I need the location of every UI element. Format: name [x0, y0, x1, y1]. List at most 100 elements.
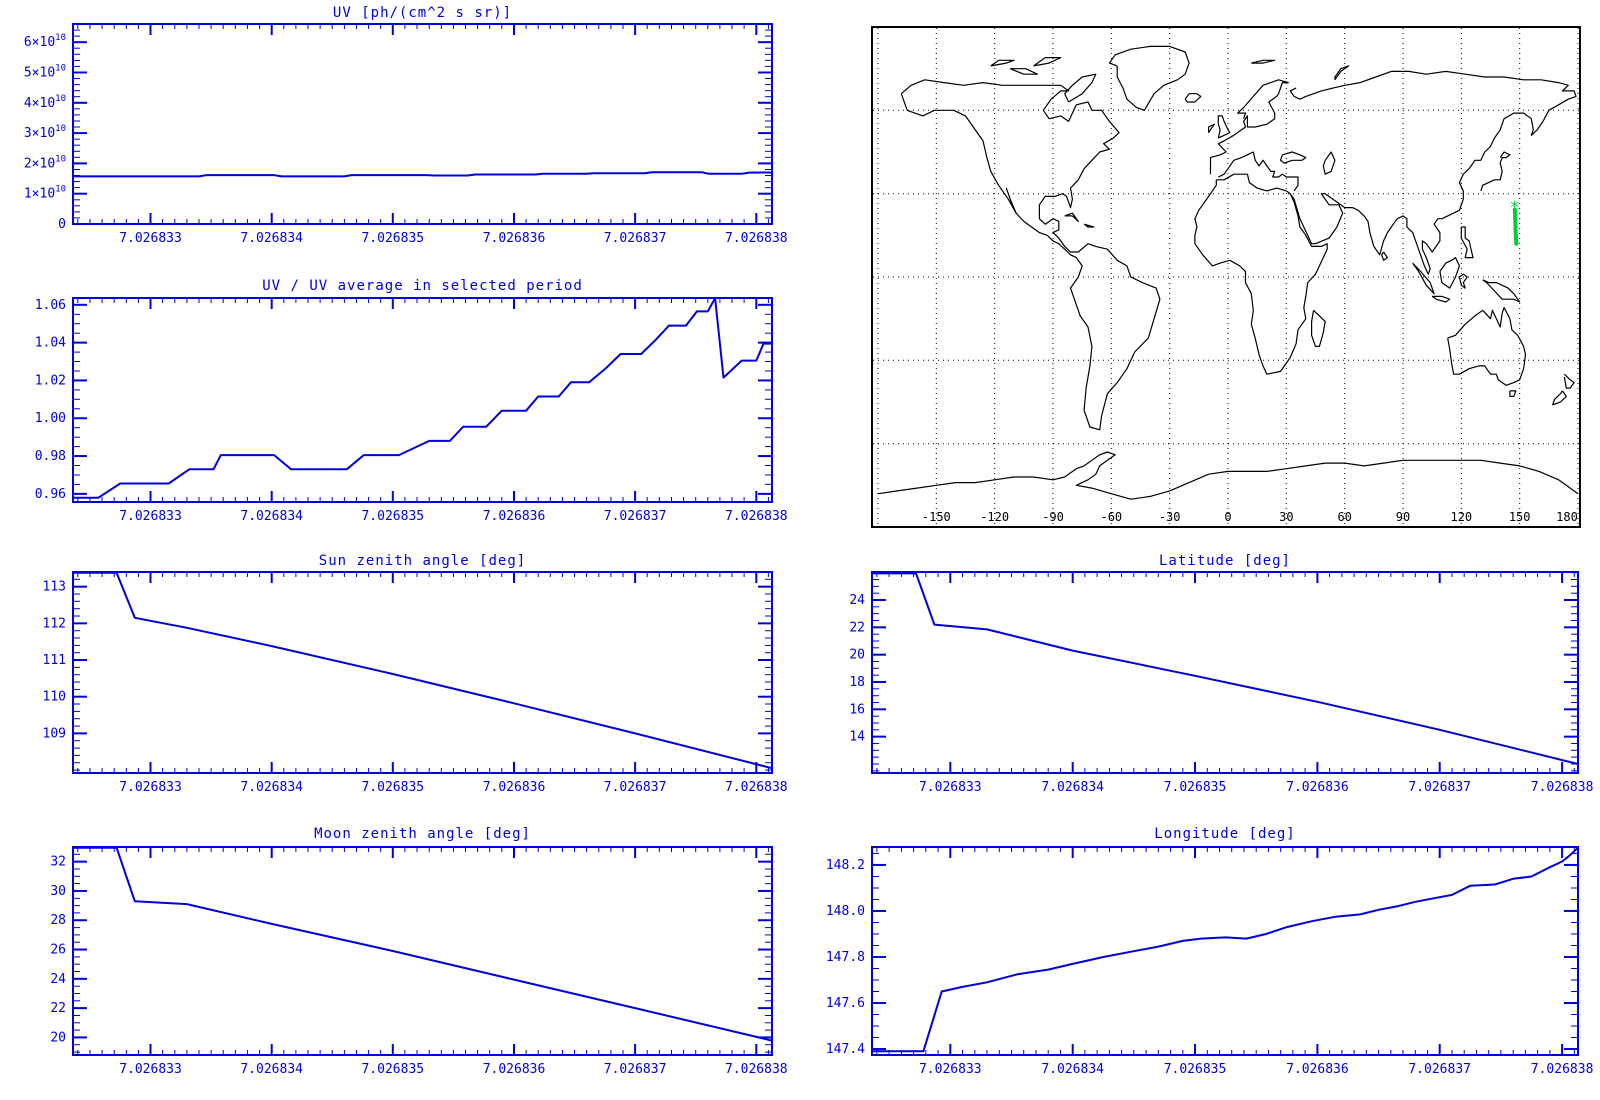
uv-ratio-chart-title: UV / UV average in selected period [262, 278, 583, 294]
svg-text:7.026838: 7.026838 [725, 1062, 788, 1077]
svg-text:7.026837: 7.026837 [604, 1062, 667, 1077]
svg-text:109: 109 [43, 726, 66, 741]
svg-text:1.02: 1.02 [35, 373, 66, 388]
svg-text:0.96: 0.96 [35, 487, 66, 502]
svg-text:7.026836: 7.026836 [1286, 1062, 1349, 1077]
svg-text:112: 112 [43, 616, 66, 631]
svg-text:7.026835: 7.026835 [361, 1062, 424, 1077]
svg-text:30: 30 [50, 884, 66, 899]
svg-text:7.026835: 7.026835 [361, 509, 424, 524]
coastline-philippines [1460, 226, 1474, 259]
svg-text:5×1010: 5×1010 [24, 63, 66, 80]
svg-text:7.026837: 7.026837 [604, 780, 667, 795]
coastline-greenland [1108, 45, 1190, 111]
svg-text:2×1010: 2×1010 [24, 154, 66, 171]
coastline-ireland [1207, 123, 1216, 133]
sun-zenith-series-line [73, 571, 773, 770]
moon-zenith-series-line [73, 846, 773, 1042]
uv-series-line [73, 171, 773, 178]
svg-text:7.026834: 7.026834 [1041, 1062, 1104, 1077]
coastline-asia [1289, 70, 1577, 275]
svg-text:0: 0 [1224, 510, 1231, 524]
svg-text:3×1010: 3×1010 [24, 124, 66, 141]
uv-chart-title: UV [ph/(cm^2 s sr)] [332, 5, 513, 21]
coastline-caspian-sea [1322, 151, 1336, 175]
coastline-java [1431, 295, 1451, 303]
map-frame [871, 26, 1581, 528]
svg-text:18: 18 [849, 675, 865, 690]
coastline-arctic-island-1 [1033, 56, 1062, 67]
uv-ratio-series-line [73, 297, 772, 499]
svg-text:7.026833: 7.026833 [119, 1062, 182, 1077]
svg-text:7.026834: 7.026834 [240, 780, 303, 795]
svg-text:7.026835: 7.026835 [1164, 1062, 1227, 1077]
svg-text:7.026836: 7.026836 [1286, 780, 1349, 795]
world-map: * -150 -120 -90 -60 -30 0 30 60 90 120 150 180 [871, 26, 1581, 528]
svg-text:0.98: 0.98 [35, 449, 66, 464]
svg-text:-60: -60 [1100, 510, 1122, 524]
coastline-arctic-island-2 [1009, 68, 1039, 75]
coastline-cuba [1064, 212, 1079, 222]
longitude-chart: 7.026833 7.026834 7.026835 7.026836 7.026837… [826, 846, 1593, 1077]
svg-text:7.026836: 7.026836 [483, 509, 546, 524]
svg-text:22: 22 [50, 1001, 66, 1016]
svg-text:20: 20 [849, 648, 865, 663]
coastline-baja-california [1005, 187, 1017, 214]
coastline-sumatra [1412, 262, 1435, 295]
latitude-series-line [872, 572, 1579, 765]
uv-ratio-chart: 7.026833 7.026834 7.026835 7.026836 7.026837… [35, 297, 788, 524]
svg-text:111: 111 [43, 653, 66, 668]
coastline-japan [1480, 151, 1511, 192]
coastline-antarctica [877, 451, 1579, 500]
svg-text:148.2: 148.2 [826, 858, 865, 873]
coastline-americas [900, 79, 1161, 431]
svg-text:1×1010: 1×1010 [24, 185, 66, 202]
svg-text:7.026834: 7.026834 [1041, 780, 1104, 795]
svg-text:1.06: 1.06 [35, 298, 66, 313]
moon-zenith-chart: 7.026833 7.026834 7.026835 7.026836 7.026837… [50, 846, 788, 1077]
map-longitude-labels: -150 -120 -90 -60 -30 0 30 60 90 120 150 180 [922, 510, 1578, 524]
svg-text:7.026835: 7.026835 [361, 780, 424, 795]
svg-text:7.026837: 7.026837 [604, 509, 667, 524]
coastline-borneo [1439, 257, 1461, 289]
coastline-hispaniola [1083, 223, 1095, 228]
svg-text:7.026838: 7.026838 [725, 780, 788, 795]
coastline-black-sea [1279, 151, 1307, 164]
longitude-series-line [872, 846, 1579, 1053]
svg-text:7.026837: 7.026837 [604, 231, 667, 246]
coastline-madagascar [1310, 309, 1326, 347]
ground-track [1512, 207, 1519, 246]
svg-text:24: 24 [50, 972, 66, 987]
svg-text:7.026834: 7.026834 [240, 1062, 303, 1077]
coastline-australia [1447, 307, 1527, 386]
svg-text:180: 180 [1556, 510, 1578, 524]
svg-text:7.026838: 7.026838 [725, 509, 788, 524]
coastlines [877, 45, 1579, 500]
coastline-arctic-island-3 [990, 59, 1015, 67]
svg-text:4×1010: 4×1010 [24, 94, 66, 111]
svg-text:22: 22 [849, 620, 865, 635]
svg-text:150: 150 [1509, 510, 1531, 524]
svg-text:7.026833: 7.026833 [119, 780, 182, 795]
svg-text:7.026833: 7.026833 [119, 509, 182, 524]
svg-text:7.026833: 7.026833 [119, 231, 182, 246]
coastline-uk [1217, 115, 1231, 139]
svg-text:20: 20 [50, 1030, 66, 1045]
coastline-nz-south [1552, 390, 1567, 406]
svg-text:7.026833: 7.026833 [919, 1062, 982, 1077]
svg-text:32: 32 [50, 855, 66, 870]
coastline-sulawesi [1458, 273, 1468, 289]
svg-text:7.026835: 7.026835 [361, 231, 424, 246]
svg-text:147.6: 147.6 [826, 996, 865, 1011]
coastline-iceland [1184, 93, 1202, 103]
uv-chart: 7.026833 7.026834 7.026835 7.026836 7.026837… [24, 23, 788, 246]
svg-text:7.026834: 7.026834 [240, 231, 303, 246]
svg-text:7.026838: 7.026838 [1531, 780, 1594, 795]
moon-zenith-chart-title: Moon zenith angle [deg] [314, 826, 531, 842]
svg-text:7.026836: 7.026836 [483, 231, 546, 246]
latitude-chart-title: Latitude [deg] [1158, 553, 1291, 569]
svg-text:113: 113 [43, 580, 66, 595]
latitude-chart: 7.026833 7.026834 7.026835 7.026836 7.026837… [849, 571, 1594, 795]
svg-text:7.026836: 7.026836 [483, 780, 546, 795]
